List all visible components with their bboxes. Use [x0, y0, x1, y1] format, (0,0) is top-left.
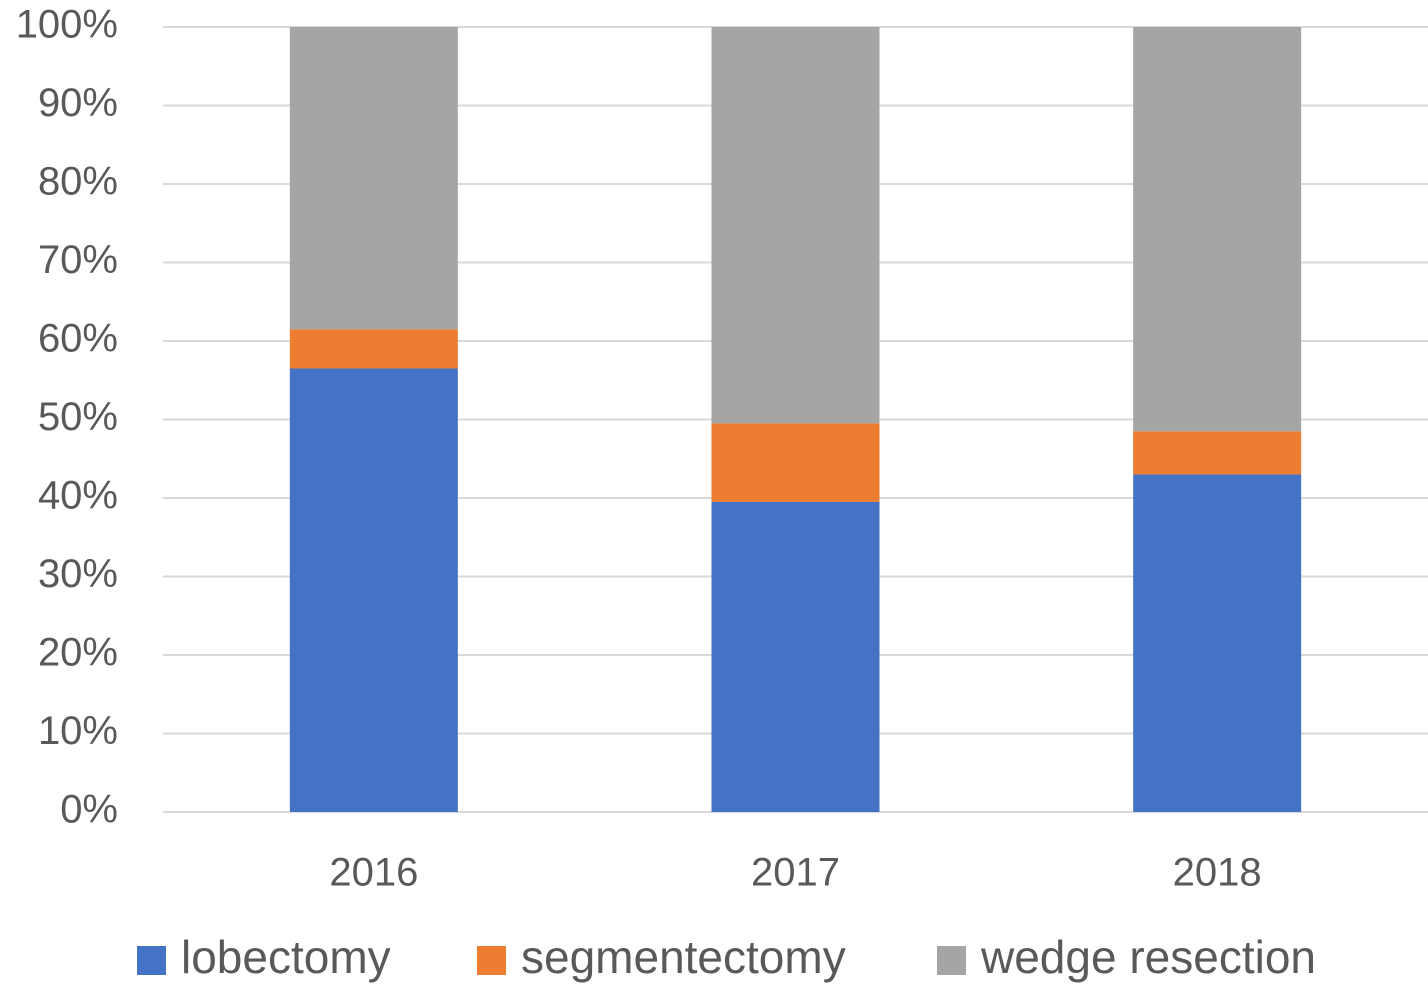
y-tick-label: 80% — [38, 160, 118, 204]
y-tick-label: 0% — [60, 788, 118, 832]
y-tick-label: 100% — [16, 3, 118, 47]
y-tick-label: 70% — [38, 238, 118, 282]
legend-swatch — [477, 946, 506, 975]
bar-segment — [1133, 474, 1302, 812]
y-tick-label: 20% — [38, 631, 118, 675]
y-tick-label: 90% — [38, 81, 118, 125]
legend-label: lobectomy — [181, 931, 391, 983]
bar-segment — [711, 423, 880, 502]
y-tick-label: 10% — [38, 709, 118, 753]
bar-segment — [1133, 27, 1302, 432]
x-tick-label: 2018 — [1173, 851, 1262, 895]
legend-label: wedge resection — [980, 931, 1316, 983]
legend-swatch — [937, 946, 966, 975]
bar-segment — [1133, 431, 1302, 475]
bar-segment — [711, 501, 880, 812]
bar-segment — [289, 368, 458, 812]
x-tick-label: 2016 — [329, 851, 418, 895]
y-tick-label: 30% — [38, 552, 118, 596]
bar-segment — [289, 329, 458, 369]
y-tick-label: 50% — [38, 395, 118, 439]
bar-segment — [289, 27, 458, 330]
bar-segment — [711, 27, 880, 424]
y-tick-label: 60% — [38, 317, 118, 361]
legend-label: segmentectomy — [521, 931, 846, 983]
y-tick-label: 40% — [38, 474, 118, 518]
x-tick-label: 2017 — [751, 851, 840, 895]
legend-swatch — [137, 946, 166, 975]
